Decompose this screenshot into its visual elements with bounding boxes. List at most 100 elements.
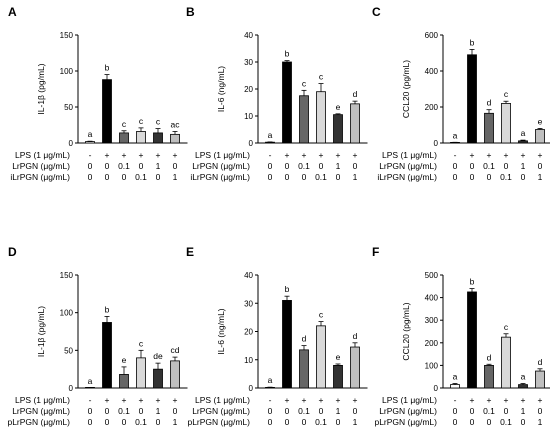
panel-f-condition-cell: + (504, 395, 509, 405)
panel-d-condition-cell: 0.1 (118, 406, 130, 416)
panel-e-condition-cell: 0 (285, 406, 290, 416)
panel-d-bar-1 (85, 386, 95, 389)
panel-c-condition-cell: + (487, 150, 492, 160)
panel-c-condition-cell: 0.1 (500, 172, 512, 182)
panel-c-condition-cell: 0 (538, 161, 543, 171)
panel-f-condition-cell: 0.1 (483, 406, 495, 416)
panel-b-condition-cell: - (269, 150, 272, 160)
panel-f-condition-cell: 0 (453, 417, 458, 427)
panel-b-condition-cell: 0 (353, 161, 358, 171)
panel-e-condition-cell: 0 (336, 417, 341, 427)
panel-a-bar-2 (102, 79, 112, 144)
panel-e-condition-cell: + (336, 395, 341, 405)
panel-d-tick-label: 0 (69, 384, 74, 393)
panel-c-condition-cell: 0 (504, 161, 509, 171)
panel-d-condition-label-2: LrPGN (μg/mL) (12, 406, 70, 416)
panel-f-condition-cell: + (487, 395, 492, 405)
panel-a-tick-label: 150 (60, 31, 74, 40)
panel-e-condition-cell: 1 (353, 417, 358, 427)
panel-e-condition-cell: + (319, 395, 324, 405)
panel-c-condition-cell: + (521, 150, 526, 160)
panel-d-condition-cell: 0 (173, 406, 178, 416)
panel-f-condition-cell: - (454, 395, 457, 405)
panel-c-bar-5 (518, 140, 528, 144)
panel-b-condition-cell: + (302, 150, 307, 160)
panel-e-y-axis-label: IL-6 (ng/mL) (216, 308, 226, 354)
panel-d-bar-2 (102, 322, 112, 389)
panel-c-sig-letter-3: d (487, 98, 492, 108)
panel-a-condition-cell: 1 (173, 172, 178, 182)
panel-d-sig-letter-4: c (139, 338, 144, 348)
panel-d-sig-letter-3: e (122, 355, 127, 365)
panel-a-condition-cell: 0 (88, 161, 93, 171)
panel-e-condition-cell: + (302, 395, 307, 405)
panel-f-bar-6 (535, 370, 545, 389)
panel-f-condition-cell: 0 (470, 406, 475, 416)
panel-d-condition-cell: - (89, 395, 92, 405)
panel-b-condition-cell: 1 (336, 161, 341, 171)
panel-b-condition-cell: 0 (268, 172, 273, 182)
panel-f-condition-cell: + (538, 395, 543, 405)
panel-c-condition-cell: 0.1 (483, 161, 495, 171)
panel-a-condition-cell: 0 (139, 161, 144, 171)
panel-d-tick-label: 100 (60, 309, 74, 318)
panel-d-condition-cell: + (122, 395, 127, 405)
panel-c-condition-cell: + (504, 150, 509, 160)
panel-b-condition-cell: 0 (302, 172, 307, 182)
panel-f-tick-label: 200 (425, 339, 439, 348)
panel-a-condition-cell: 0 (122, 172, 127, 182)
panel-e-bar-2 (282, 300, 292, 389)
panel-f-sig-letter-3: d (487, 352, 492, 362)
panel-d-condition-cell: 0.1 (135, 417, 147, 427)
panel-b-sig-letter-5: e (336, 102, 341, 112)
panel-b-bar-6 (350, 103, 360, 144)
panel-e-sig-letter-6: d (353, 331, 358, 341)
panel-a-condition-cell: + (173, 150, 178, 160)
panel-b-condition-cell: 0 (268, 161, 273, 171)
panel-a-y-axis-label: IL-1β (pg/mL) (36, 63, 46, 114)
panel-d-condition-label-1: LPS (1 μg/mL) (15, 395, 70, 405)
panel-e-sig-letter-4: c (319, 310, 324, 320)
panel-c-condition-cell: - (454, 150, 457, 160)
panel-a-condition-cell: + (122, 150, 127, 160)
panel-f-condition-cell: + (521, 395, 526, 405)
panel-d-sig-letter-5: de (153, 351, 163, 361)
panel-e-bar-4 (316, 325, 326, 389)
panel-f-condition-cell: + (470, 395, 475, 405)
panel-a-bar-4 (136, 131, 146, 144)
panel-f-tick-label: 500 (425, 271, 439, 280)
panel-d-condition-cell: 0 (139, 406, 144, 416)
panel-a-bar-3 (119, 132, 129, 144)
panel-d-bar-3 (119, 374, 129, 389)
panel-c-bar-6 (535, 129, 545, 144)
panel-e-bar-3 (299, 349, 309, 389)
panel-f-bar-3 (484, 364, 494, 389)
panel-d-sig-letter-2: b (105, 304, 110, 314)
panel-b-condition-label-2: LrPGN (μg/mL) (192, 161, 250, 171)
panel-b-y-axis-label: IL-6 (ng/mL) (216, 66, 226, 112)
panel-b-bar-3 (299, 95, 309, 144)
panel-f-condition-cell: 0 (504, 406, 509, 416)
panel-c-condition-cell: 0 (521, 172, 526, 182)
panel-a-condition-label-3: iLrPGN (μg/mL) (10, 172, 70, 182)
panel-c-sig-letter-1: a (453, 130, 458, 140)
panel-b-condition-label-1: LPS (1 μg/mL) (195, 150, 250, 160)
panel-f-bar-5 (518, 384, 528, 389)
panel-d-condition-cell: 0 (105, 417, 110, 427)
panel-d-letter: D (8, 245, 17, 259)
panel-f-condition-cell: 1 (521, 406, 526, 416)
panel-c-y-axis-label: CCL20 (pg/mL) (401, 60, 411, 118)
panel-b-tick-label: 40 (244, 31, 253, 40)
panel-c-sig-letter-2: b (470, 37, 475, 47)
panel-b-sig-letter-6: d (353, 89, 358, 99)
panel-b-tick-label: 20 (244, 85, 253, 94)
panel-d-bar-5 (153, 368, 163, 389)
panel-e-condition-label-1: LPS (1 μg/mL) (195, 395, 250, 405)
panel-f-y-axis-label: CCL20 (pg/mL) (401, 302, 411, 360)
panel-c-tick-label: 200 (425, 103, 439, 112)
panel-f-bar-4 (501, 336, 511, 389)
panel-f-condition-cell: 0 (521, 417, 526, 427)
panel-e-condition-cell: 0 (285, 417, 290, 427)
panel-f-tick-label: 400 (425, 294, 439, 303)
panel-a-sig-letter-6: ac (171, 119, 181, 129)
